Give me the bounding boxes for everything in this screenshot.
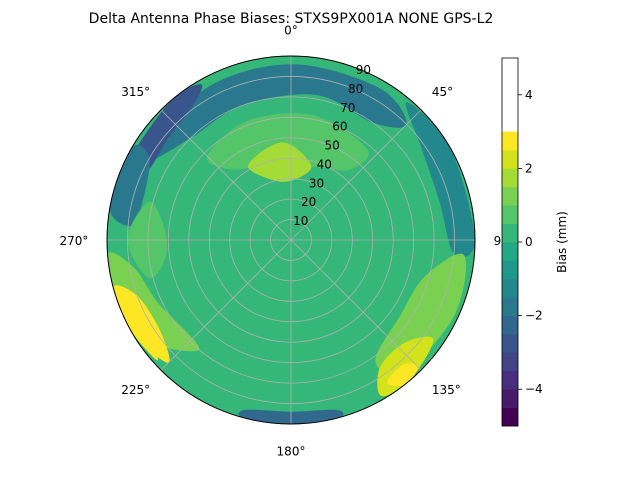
colorbar-band [502,168,518,188]
colorbar-label: Bias (mm) [555,211,569,273]
colorbar-band [502,370,518,390]
angular-gridline-135 [290,239,422,371]
colorbar-ticks: −4 −2 0 2 4 [518,88,543,396]
contour-east-positive [375,253,467,376]
contour-east-negative [405,102,475,258]
colorbar-band [502,223,518,243]
colorbar-band [502,352,518,372]
polar-frame [106,55,476,425]
colorbar-band [502,205,518,224]
angular-gridline-225 [160,239,292,371]
radial-tick-label: 90 [356,63,371,77]
colorbar-band [502,389,518,408]
colorbar-tick-label: 0 [525,235,533,249]
radial-tick-label: 70 [340,101,355,115]
colorbar-band [502,131,518,151]
colorbar-band [502,278,518,298]
angular-tick-label-225: 225° [121,383,150,397]
radial-tick-label: 40 [317,157,332,171]
angular-tick-label-270: 270° [59,234,88,248]
angular-gridline-315 [160,109,292,241]
colorbar-tick-label: −4 [525,382,543,396]
colorbar-band [502,407,518,427]
radial-tick-label: 50 [324,139,339,153]
angular-tick-label-135: 135° [432,383,461,397]
angular-gridline-45 [290,109,422,241]
polar-grid [106,55,476,425]
chart-title: Delta Antenna Phase Biases: STXS9PX001A … [89,11,494,27]
contour-north-positive [206,113,369,171]
colorbar: −4 −2 0 2 4 Bias (mm) [501,57,569,427]
contour-north-rim-negative [149,64,407,161]
contour-southwest-rim-peak [122,314,144,344]
radial-tick-labels: 10 20 30 40 50 60 70 80 90 [293,63,371,228]
colorbar-band [502,315,518,335]
angular-tick-label-45: 45° [432,85,453,99]
colorbar-band [502,186,518,206]
colorbar-band [502,150,518,169]
radial-tick-label: 10 [293,214,308,228]
contour-southeast-core [386,363,419,387]
angular-tick-label-315: 315° [121,85,150,99]
contour-north-positive-core [248,142,312,182]
angular-tick-label-180: 180° [277,445,306,459]
colorbar-band [502,260,518,280]
contour-west-negative [109,144,150,227]
angular-tick-label-0: 0° [284,23,298,37]
colorbar-tick-label: 4 [525,88,533,102]
radial-tick-label: 80 [348,82,363,96]
radial-tick-label: 60 [332,120,347,134]
colorbar-band [502,242,518,261]
radial-tick-label: 30 [309,176,324,190]
colorbar-band [502,297,518,316]
radial-tick-label: 20 [301,195,316,209]
colorbar-tick-label: 2 [525,161,533,175]
colorbar-band [502,334,518,353]
colorbar-tick-label: −2 [525,309,543,323]
colorbar-fill [502,131,518,427]
